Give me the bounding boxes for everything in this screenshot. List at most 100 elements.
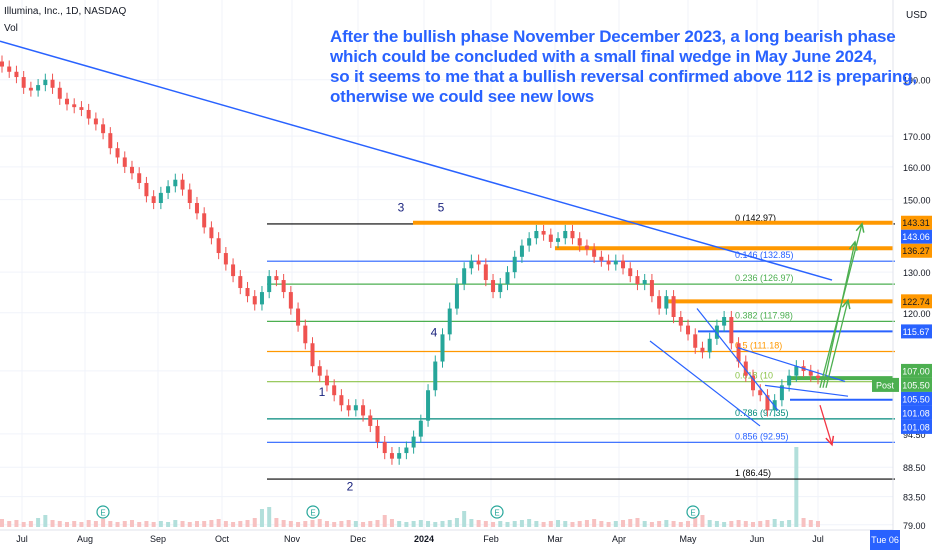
candle-body bbox=[454, 284, 459, 309]
volume-bar bbox=[801, 518, 806, 527]
earnings-marker-letter: E bbox=[494, 509, 499, 518]
trendline bbox=[0, 40, 833, 281]
bearish-projection-arrow-head bbox=[825, 435, 835, 447]
volume-bar bbox=[324, 521, 329, 527]
volume-bar bbox=[79, 522, 84, 527]
x-tick-label: Dec bbox=[350, 534, 367, 544]
volume-bar bbox=[14, 520, 19, 527]
volume-bar bbox=[209, 520, 214, 527]
volume-bar bbox=[743, 521, 748, 527]
volume-bar bbox=[657, 521, 662, 527]
volume-bar bbox=[541, 522, 546, 527]
candle-body bbox=[310, 343, 315, 367]
price-tag bbox=[901, 391, 932, 406]
wedge-line bbox=[649, 340, 761, 427]
candle-body bbox=[787, 375, 792, 386]
candle-body bbox=[296, 308, 301, 326]
candle-body bbox=[440, 334, 445, 362]
fib-level-label: 0 (142.97) bbox=[735, 213, 776, 223]
volume-bar bbox=[259, 509, 264, 527]
volume-bar bbox=[440, 521, 445, 527]
candle-body bbox=[635, 276, 640, 285]
volume-bar bbox=[72, 521, 77, 527]
candle-body bbox=[332, 385, 337, 396]
x-tick-label: Feb bbox=[483, 534, 499, 544]
x-tick-label: Jun bbox=[750, 534, 765, 544]
volume-bar bbox=[563, 521, 568, 527]
x-tick-label: Oct bbox=[215, 534, 230, 544]
x-tick-label: 2024 bbox=[414, 534, 434, 544]
candle-body bbox=[245, 288, 250, 297]
candle-body bbox=[649, 280, 654, 297]
annotation-line: so it seems to me that a bullish reversa… bbox=[330, 67, 917, 86]
volume-bar bbox=[158, 521, 163, 527]
date-cursor-tag bbox=[870, 530, 900, 550]
candle-body bbox=[498, 284, 503, 293]
volume-bar bbox=[491, 522, 496, 527]
earnings-marker bbox=[490, 505, 504, 519]
candle-body bbox=[765, 395, 770, 411]
candle-body bbox=[469, 260, 474, 269]
volume-bar bbox=[368, 521, 373, 527]
x-tick-label: Apr bbox=[612, 534, 626, 544]
candle-body bbox=[303, 325, 308, 344]
earnings-marker bbox=[686, 505, 700, 519]
x-tick-label: Mar bbox=[547, 534, 563, 544]
earnings-marker bbox=[306, 505, 320, 519]
candle-body bbox=[64, 98, 69, 105]
volume-bar bbox=[361, 522, 366, 527]
volume-bar bbox=[779, 521, 784, 527]
candle-body bbox=[397, 453, 402, 459]
volume-bar bbox=[592, 519, 597, 527]
volume-bar bbox=[144, 521, 149, 527]
fib-level-label: 0.856 (92.95) bbox=[735, 431, 789, 441]
currency-label: USD bbox=[906, 10, 928, 21]
volume-bar bbox=[238, 521, 243, 527]
volume-bar bbox=[512, 521, 517, 527]
candle-body bbox=[700, 347, 705, 353]
volume-bar bbox=[43, 515, 48, 527]
post-tag-label: Post bbox=[876, 380, 895, 390]
price-tag-label: 115.67 bbox=[903, 327, 930, 337]
annotation-line: which could be concluded with a small fi… bbox=[330, 47, 877, 66]
candle-body bbox=[158, 192, 163, 203]
candle-body bbox=[173, 179, 178, 187]
volume-bar bbox=[700, 515, 705, 527]
volume-bar bbox=[122, 521, 127, 527]
volume-bar bbox=[252, 518, 257, 527]
volume-bar bbox=[101, 519, 106, 527]
volume-bar bbox=[173, 520, 178, 527]
wedge-line bbox=[737, 347, 846, 383]
volume-bar bbox=[816, 521, 820, 527]
y-tick-label: 190.00 bbox=[903, 76, 931, 86]
candle-body bbox=[324, 375, 329, 386]
earnings-marker-letter: E bbox=[100, 509, 105, 518]
earnings-marker-letter: E bbox=[690, 509, 695, 518]
candle-body bbox=[72, 104, 77, 108]
candle-body bbox=[223, 253, 228, 265]
candle-body bbox=[404, 447, 409, 454]
volume-bar bbox=[397, 521, 402, 527]
candle-body bbox=[382, 442, 387, 454]
fib-level-label: 0.382 (117.98) bbox=[735, 310, 793, 320]
volume-bar bbox=[180, 521, 185, 527]
volume-bar bbox=[57, 521, 62, 527]
time-axis[interactable]: Jul Aug Sep Oct Nov Dec 2024 Feb Mar Apr May Jun Jul… bbox=[0, 529, 900, 550]
bullish-projection-arrow bbox=[825, 300, 849, 388]
candle-body bbox=[252, 296, 257, 305]
volume-bar bbox=[794, 447, 799, 527]
candle-body bbox=[664, 296, 669, 309]
candle-body bbox=[7, 66, 12, 72]
x-tick-label: Jul bbox=[812, 534, 824, 544]
candle-body bbox=[50, 79, 55, 88]
volume-bar bbox=[707, 520, 712, 527]
y-tick-label: 88.50 bbox=[903, 463, 926, 473]
price-tag-label: 105.50 bbox=[902, 380, 930, 390]
candle-body bbox=[288, 292, 293, 309]
volume-bar bbox=[678, 522, 683, 527]
y-tick-label: 130.00 bbox=[903, 268, 931, 278]
y-tick-label: 83.50 bbox=[903, 493, 926, 503]
volume-bar bbox=[693, 517, 698, 527]
y-tick-label: 150.00 bbox=[903, 196, 931, 206]
y-tick-label: 160.00 bbox=[903, 163, 931, 173]
